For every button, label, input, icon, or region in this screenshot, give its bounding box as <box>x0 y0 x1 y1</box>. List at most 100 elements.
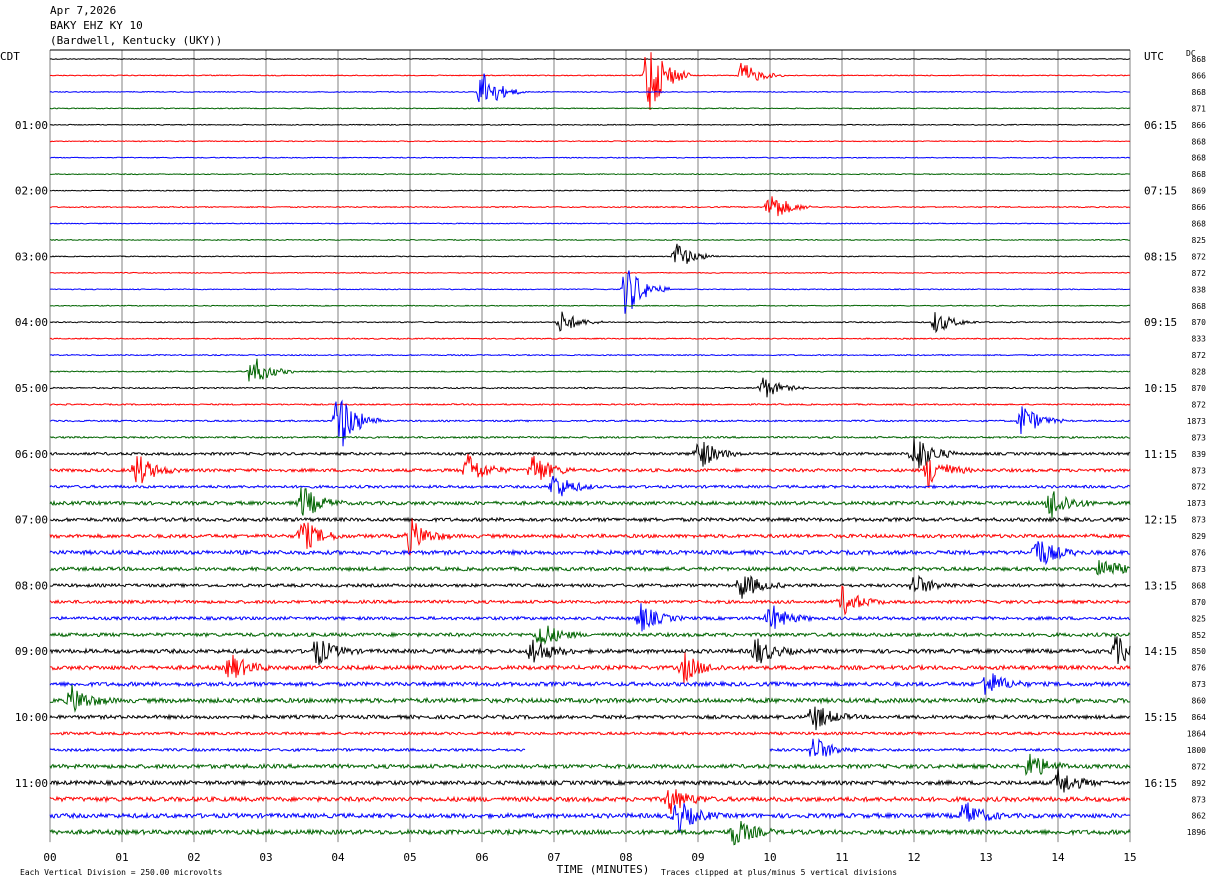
trace-38 <box>49 673 1131 695</box>
trace-8 <box>49 189 1130 192</box>
trace-0 <box>49 57 1131 61</box>
trace-33 <box>49 584 1131 616</box>
dc-value: 828 <box>1192 368 1207 377</box>
trace-16 <box>49 311 1131 334</box>
dc-value: 866 <box>1192 71 1207 80</box>
dc-value: 876 <box>1192 549 1207 558</box>
trace-5 <box>49 140 1131 143</box>
trace-24 <box>49 436 1131 469</box>
dc-value: 1896 <box>1187 828 1206 837</box>
trace-14 <box>49 270 1131 314</box>
dc-value: 873 <box>1192 516 1207 525</box>
x-tick-label: 13 <box>979 851 992 864</box>
right-hour-label: 10:15 <box>1144 382 1177 395</box>
right-hour-label: 09:15 <box>1144 316 1177 329</box>
trace-45 <box>49 789 1131 814</box>
dc-value: 876 <box>1192 664 1207 673</box>
dc-value: 873 <box>1192 433 1207 442</box>
x-tick-label: 04 <box>331 851 345 864</box>
seismic-traces <box>49 52 1131 846</box>
dc-value: 862 <box>1192 812 1207 821</box>
dc-value: 1873 <box>1187 417 1206 426</box>
right-hour-label: 13:15 <box>1144 579 1177 592</box>
trace-34 <box>49 603 1131 632</box>
dc-value: 833 <box>1192 335 1207 344</box>
trace-1 <box>49 52 1131 111</box>
left-hour-label: 10:00 <box>15 711 48 724</box>
dc-value: 829 <box>1192 532 1207 541</box>
dc-value: 870 <box>1192 318 1207 327</box>
dc-value: 825 <box>1192 614 1207 623</box>
header-location: (Bardwell, Kentucky (UKY)) <box>50 34 223 47</box>
trace-7 <box>49 173 1131 176</box>
axis-labels: CDT UTC DC 01:00 02:00 03:00 04:00 05:00 06:00 07… <box>0 49 1206 877</box>
x-tick-label: 11 <box>835 851 848 864</box>
right-hour-label: 07:15 <box>1144 185 1177 198</box>
trace-42 <box>49 737 1131 757</box>
dc-value: 868 <box>1192 55 1207 64</box>
right-hour-label: 15:15 <box>1144 711 1177 724</box>
dc-value: 872 <box>1192 762 1207 771</box>
dc-value: 873 <box>1192 795 1207 804</box>
dc-value: 868 <box>1192 88 1207 97</box>
x-tick-label: 05 <box>403 851 416 864</box>
trace-19 <box>49 358 1131 382</box>
trace-15 <box>49 304 1131 307</box>
x-tick-label: 12 <box>907 851 920 864</box>
dc-value: 871 <box>1192 104 1207 113</box>
dc-value: 868 <box>1192 154 1207 163</box>
x-axis-label: TIME (MINUTES) <box>557 863 650 876</box>
dc-value: 1864 <box>1187 729 1206 738</box>
dc-value: 868 <box>1192 581 1207 590</box>
trace-17 <box>49 337 1131 340</box>
right-hour-label: 11:15 <box>1144 448 1177 461</box>
clip-note: Traces clipped at plus/minus 5 vertical … <box>661 868 897 877</box>
dc-value: 870 <box>1192 384 1207 393</box>
trace-22 <box>49 399 1131 447</box>
dc-value: 868 <box>1192 170 1207 179</box>
trace-44 <box>49 766 1131 793</box>
dc-value: 860 <box>1192 697 1207 706</box>
x-tick-label: 03 <box>259 851 272 864</box>
scale-note: Each Vertical Division = 250.00 microvol… <box>20 868 222 877</box>
x-tick-label: 08 <box>619 851 632 864</box>
trace-40 <box>49 706 1131 731</box>
x-tick-label: 06 <box>475 851 488 864</box>
utc-label: UTC <box>1144 50 1164 63</box>
right-hour-label: 08:15 <box>1144 250 1177 263</box>
left-hour-label: 07:00 <box>15 514 48 527</box>
left-hour-label: 05:00 <box>15 382 48 395</box>
trace-32 <box>49 574 1131 599</box>
x-tick-label: 10 <box>763 851 776 864</box>
x-tick-label: 07 <box>547 851 560 864</box>
left-hour-label: 01:00 <box>15 119 48 132</box>
dc-value: 866 <box>1192 121 1207 130</box>
x-tick-label: 09 <box>691 851 704 864</box>
left-hour-label: 04:00 <box>15 316 48 329</box>
trace-26 <box>49 475 1131 497</box>
x-tick-label: 14 <box>1051 851 1065 864</box>
dc-value: 825 <box>1192 236 1207 245</box>
dc-label: DC <box>1186 49 1196 58</box>
x-tick-label: 02 <box>187 851 200 864</box>
trace-35 <box>49 625 1131 646</box>
dc-value: 838 <box>1192 285 1207 294</box>
left-hour-label: 08:00 <box>15 579 48 592</box>
trace-11 <box>49 238 1131 242</box>
right-hour-label: 16:15 <box>1144 777 1177 790</box>
left-hour-label: 02:00 <box>15 185 48 198</box>
x-tick-label: 00 <box>43 851 56 864</box>
cdt-label: CDT <box>0 50 20 63</box>
trace-20 <box>49 377 1131 398</box>
dc-value: 872 <box>1192 483 1207 492</box>
trace-30 <box>49 541 1130 566</box>
trace-23 <box>49 435 1131 440</box>
dc-value: 892 <box>1192 779 1207 788</box>
dc-value: 873 <box>1192 466 1207 475</box>
dc-value: 850 <box>1192 647 1207 656</box>
trace-25 <box>49 453 1131 489</box>
trace-41 <box>49 730 1131 737</box>
trace-47 <box>49 821 1131 846</box>
trace-12 <box>50 243 1130 264</box>
trace-21 <box>49 403 1131 406</box>
